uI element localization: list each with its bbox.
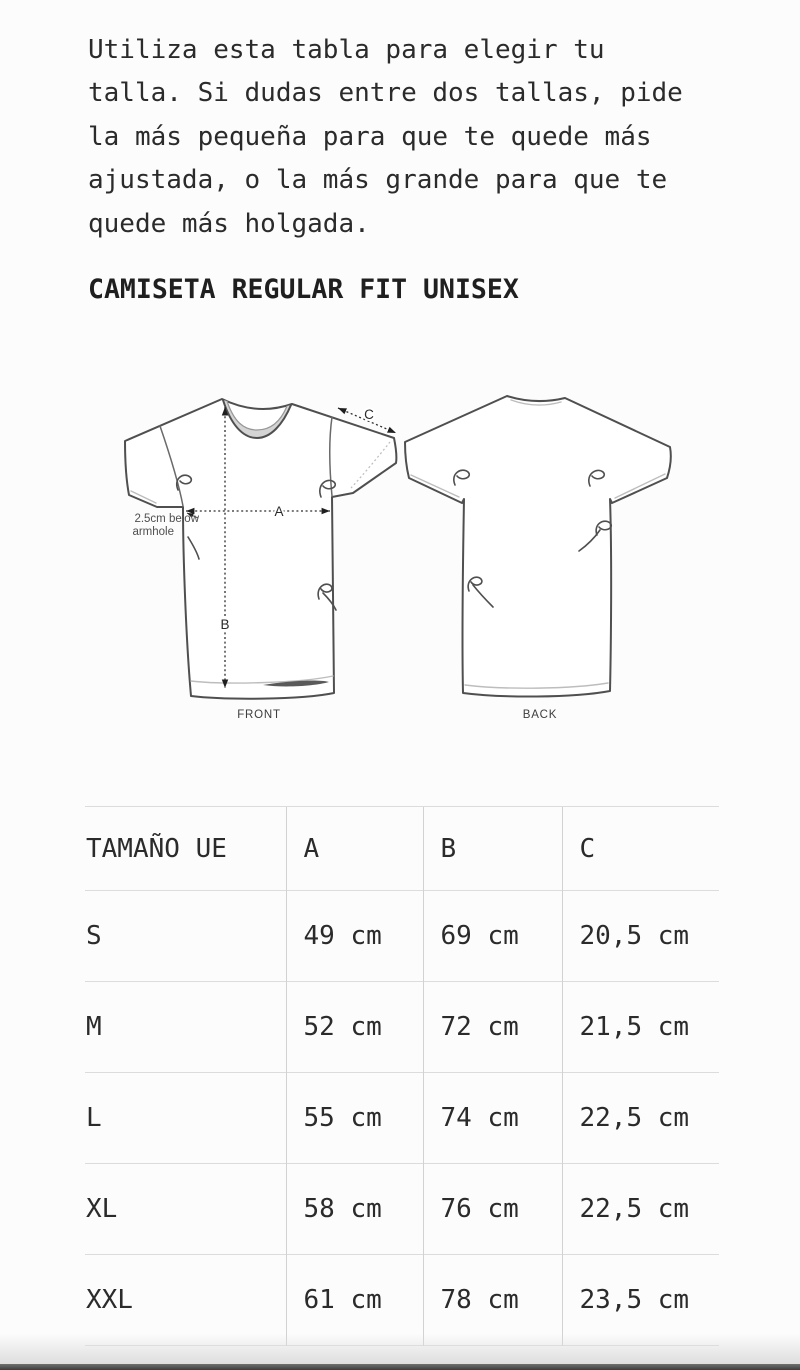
size-cell: XXL: [85, 1254, 286, 1346]
stitch-mark: [322, 592, 337, 611]
table-row: L 55 cm 74 cm 22,5 cm: [85, 1072, 719, 1164]
cuff-seam-back-left: [410, 474, 460, 498]
armhole-note-pointer: [186, 512, 199, 519]
measure-c-cell: 22,5 cm: [561, 1163, 719, 1255]
size-cell: M: [85, 981, 286, 1073]
size-cell: XL: [85, 1163, 286, 1255]
back-shirt-drawing: [404, 395, 672, 698]
size-chart-diagram: A B C 2.5cm below armhole: [85, 385, 715, 730]
size-cell: S: [85, 890, 286, 982]
stitch-mark: [453, 469, 470, 486]
measurement-annotations: A B C 2.5cm below armhole: [132, 405, 397, 688]
measure-c-cell: 23,5 cm: [561, 1254, 719, 1346]
stitch-mark: [467, 576, 483, 592]
armhole-seam-left: [159, 425, 184, 507]
stitch-mark: [176, 474, 193, 491]
measure-b-cell: 74 cm: [422, 1072, 562, 1164]
stitch-mark: [187, 536, 200, 560]
measure-c-cell: 21,5 cm: [561, 981, 719, 1073]
measure-b-cell: 78 cm: [422, 1254, 562, 1346]
column-header-c: C: [561, 806, 719, 891]
measure-c-cell: 20,5 cm: [561, 890, 719, 982]
front-view-label: FRONT: [237, 709, 281, 721]
armhole-note-line1: 2.5cm below: [134, 513, 199, 525]
collar-inner-seam: [226, 400, 288, 431]
cuff-seam-back-right: [614, 473, 666, 499]
front-shirt-outline: [124, 398, 398, 700]
stitch-mark: [578, 529, 601, 552]
table-row: XL 58 cm 76 cm 22,5 cm: [85, 1163, 719, 1255]
table-row: XXL 61 cm 78 cm 23,5 cm: [85, 1254, 719, 1346]
stitch-mark: [317, 583, 333, 600]
measurement-label-c: C: [364, 407, 374, 422]
measure-c-cell: 22,5 cm: [561, 1072, 719, 1164]
stitch-mark: [472, 584, 494, 608]
column-header-size: TAMAÑO UE: [85, 806, 286, 891]
cuff-seam-left: [130, 490, 157, 504]
hem-seam-back: [464, 682, 609, 689]
hem-fold-mark: [263, 680, 329, 687]
size-cell: L: [85, 1072, 286, 1164]
column-header-a: A: [285, 806, 423, 891]
armhole-seam-right: [328, 416, 333, 497]
table-row: S 49 cm 69 cm 20,5 cm: [85, 890, 719, 982]
back-view-label: BACK: [523, 709, 558, 721]
back-neck-seam: [510, 399, 562, 406]
table-row: M 52 cm 72 cm 21,5 cm: [85, 981, 719, 1073]
cuff-seam-right: [350, 441, 391, 489]
hem-seam-front: [190, 675, 334, 684]
measurement-label-b: B: [220, 617, 229, 632]
size-table: TAMAÑO UE A B C S 49 cm 69 cm 20,5 cm M …: [85, 806, 719, 1346]
measure-a-cell: 49 cm: [285, 890, 423, 982]
measure-a-cell: 61 cm: [285, 1254, 423, 1346]
front-shirt-drawing: [124, 398, 398, 700]
measure-b-cell: 69 cm: [422, 890, 562, 982]
table-header-row: TAMAÑO UE A B C: [85, 806, 719, 891]
measure-a-cell: 55 cm: [285, 1072, 423, 1164]
measure-b-cell: 72 cm: [422, 981, 562, 1073]
bottom-shadow-fade: [0, 1334, 800, 1364]
measurement-line-c: [337, 407, 397, 434]
measure-a-cell: 58 cm: [285, 1163, 423, 1255]
bottom-edge-bar: [0, 1364, 800, 1370]
measure-a-cell: 52 cm: [285, 981, 423, 1073]
tshirt-technical-drawing: A B C 2.5cm below armhole: [124, 395, 672, 721]
section-heading: CAMISETA REGULAR FIT UNISEX: [88, 273, 519, 305]
armhole-note-line2: armhole: [132, 526, 174, 538]
column-header-b: B: [422, 806, 562, 891]
stitch-mark: [319, 479, 336, 498]
measure-b-cell: 76 cm: [422, 1163, 562, 1255]
collar-outer-seam: [222, 399, 292, 439]
intro-paragraph: Utiliza esta tabla para elegir tu talla.…: [88, 35, 683, 239]
back-shirt-outline: [404, 395, 672, 698]
stitch-mark: [595, 520, 612, 536]
measurement-label-a: A: [274, 504, 283, 519]
stitch-mark: [588, 469, 605, 487]
collar-band: [223, 400, 291, 438]
